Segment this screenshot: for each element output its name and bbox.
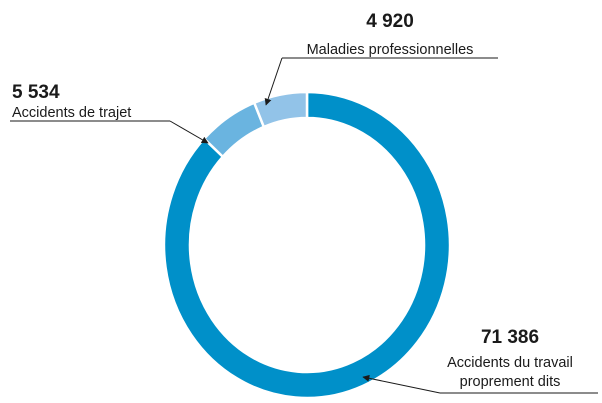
donut-slices bbox=[164, 92, 450, 398]
slice-label-accidents-du-travail-line1: Accidents du travail bbox=[447, 355, 573, 371]
slice-label-maladies-professionnelles: Maladies professionnelles bbox=[307, 42, 474, 58]
leader-arrow-accidents-du-travail bbox=[363, 377, 440, 393]
slice-value-accidents-de-trajet: 5 534 bbox=[12, 82, 60, 103]
donut-slice-1 bbox=[204, 103, 264, 157]
donut-slice-2 bbox=[254, 92, 307, 127]
slice-label-accidents-du-travail-line2: proprement dits bbox=[460, 374, 561, 390]
slice-label-accidents-de-trajet: Accidents de trajet bbox=[12, 105, 131, 121]
leader-arrow-accidents-de-trajet bbox=[170, 121, 208, 143]
slice-value-maladies-professionnelles: 4 920 bbox=[366, 11, 414, 32]
slice-value-accidents-du-travail: 71 386 bbox=[481, 327, 539, 348]
